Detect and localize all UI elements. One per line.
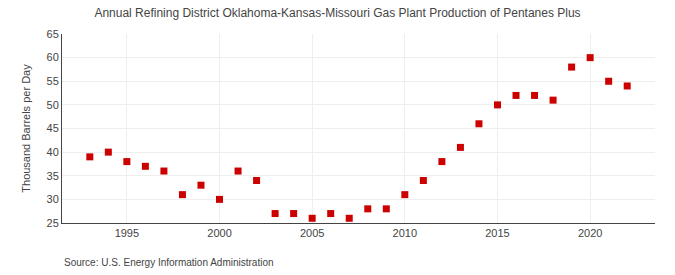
- svg-text:1995: 1995: [115, 227, 139, 239]
- svg-text:Thousand Barrels per Day: Thousand Barrels per Day: [20, 64, 32, 193]
- svg-text:50: 50: [47, 99, 59, 111]
- svg-text:2005: 2005: [300, 227, 324, 239]
- svg-text:2000: 2000: [207, 227, 231, 239]
- svg-text:45: 45: [47, 122, 59, 134]
- svg-text:Source: U.S. Energy Informatio: Source: U.S. Energy Information Administ…: [64, 257, 274, 268]
- svg-text:60: 60: [47, 51, 59, 63]
- svg-text:65: 65: [47, 28, 59, 40]
- svg-text:2020: 2020: [578, 227, 602, 239]
- svg-text:2015: 2015: [485, 227, 509, 239]
- svg-text:40: 40: [47, 146, 59, 158]
- svg-text:2010: 2010: [393, 227, 417, 239]
- svg-text:55: 55: [47, 75, 59, 87]
- svg-text:30: 30: [47, 193, 59, 205]
- svg-text:35: 35: [47, 170, 59, 182]
- svg-text:25: 25: [47, 217, 59, 229]
- svg-text:Annual Refining District Oklah: Annual Refining District Oklahoma-Kansas…: [94, 6, 580, 20]
